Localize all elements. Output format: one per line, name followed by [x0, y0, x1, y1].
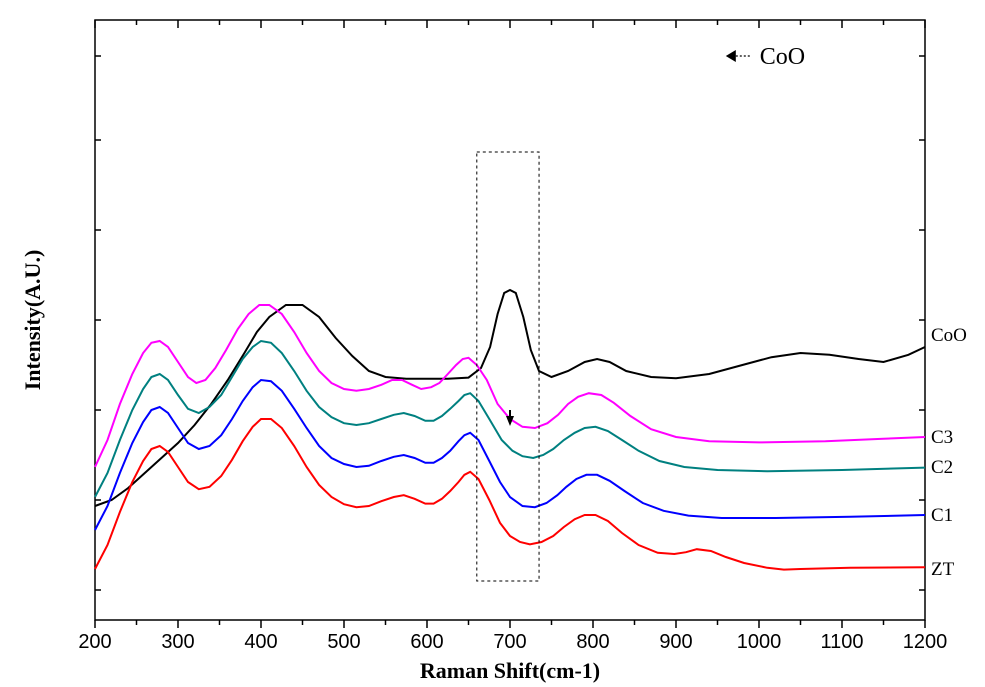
- x-tick-label: 1000: [737, 631, 782, 653]
- legend-label: CoO: [760, 44, 805, 70]
- chart-svg: 200 300 400 500 600 700 800 900 1000 1100 1200 Rama…: [0, 0, 985, 687]
- plot-frame: [95, 20, 925, 620]
- series-label-C3: C3: [931, 427, 953, 448]
- y-axis-title: Intensity(A.U.): [20, 250, 45, 391]
- x-tick-label: 700: [493, 631, 526, 653]
- x-tick-label: 1200: [903, 631, 948, 653]
- series-C3: [95, 305, 925, 467]
- x-tick-label: 900: [659, 631, 692, 653]
- series-label-CoO: CoO: [931, 325, 967, 346]
- series-label-ZT: ZT: [931, 559, 955, 580]
- series-label-C2: C2: [931, 457, 953, 478]
- x-axis-title: Raman Shift(cm-1): [420, 658, 600, 683]
- x-tick-label: 300: [161, 631, 194, 653]
- x-tick-label: 400: [244, 631, 277, 653]
- x-tick-label: 1100: [820, 631, 863, 653]
- x-tick-label: 600: [410, 631, 443, 653]
- raman-chart: 200 300 400 500 600 700 800 900 1000 1100 1200 Rama…: [0, 0, 985, 687]
- series-label-C1: C1: [931, 505, 953, 526]
- x-tick-label: 200: [78, 631, 111, 653]
- x-tick-label: 800: [576, 631, 609, 653]
- highlight-box: [477, 152, 539, 581]
- x-tick-label: 500: [327, 631, 360, 653]
- series-C1: [95, 380, 925, 530]
- legend-arrow-icon: [726, 50, 736, 62]
